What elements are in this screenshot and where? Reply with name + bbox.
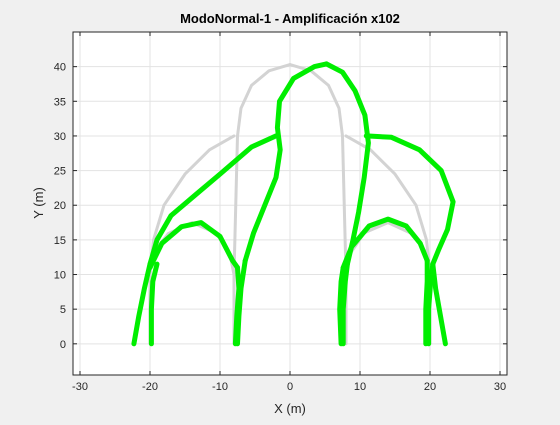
y-tick-label: 15	[54, 235, 66, 247]
y-tick-label: 0	[60, 339, 66, 351]
y-tick-label: 5	[60, 304, 66, 316]
deformed-line	[242, 61, 329, 264]
deformed-line	[131, 261, 153, 347]
x-tick-label: 0	[287, 381, 293, 393]
deformed-line	[147, 133, 279, 267]
ticks: -30 -20 -10 0 10 20 30 0 5 10 15 20 25 30 35 40	[54, 32, 507, 393]
series-group	[131, 61, 456, 347]
x-tick-label: -30	[72, 381, 88, 393]
chart-title: ModoNormal-1 - Amplificación x102	[180, 11, 400, 26]
x-tick-label: 20	[424, 381, 436, 393]
deformed-line	[323, 61, 371, 267]
y-axis-label: Y (m)	[31, 187, 46, 219]
deformed-line	[148, 261, 160, 347]
deformed-line	[235, 258, 248, 347]
x-tick-label: 10	[354, 381, 366, 393]
deformed-line	[337, 265, 346, 347]
y-tick-label: 10	[54, 270, 66, 282]
y-tick-label: 25	[54, 166, 66, 178]
deformed-line	[147, 220, 240, 271]
undeformed-line	[288, 63, 344, 138]
y-tick-label: 40	[54, 62, 66, 74]
deformed-line	[363, 133, 456, 267]
x-tick-label: -20	[142, 381, 158, 393]
deformed-line	[423, 258, 430, 347]
x-tick-label: -10	[212, 381, 228, 393]
x-axis-label: X (m)	[274, 401, 306, 416]
deformed-series	[131, 61, 456, 347]
undeformed-line	[341, 134, 348, 276]
y-tick-label: 30	[54, 131, 66, 143]
x-tick-label: 30	[494, 381, 506, 393]
deformed-line	[430, 261, 448, 347]
undeformed-line	[236, 63, 292, 138]
y-tick-label: 20	[54, 200, 66, 212]
y-tick-label: 35	[54, 96, 66, 108]
deformed-line	[340, 261, 350, 347]
